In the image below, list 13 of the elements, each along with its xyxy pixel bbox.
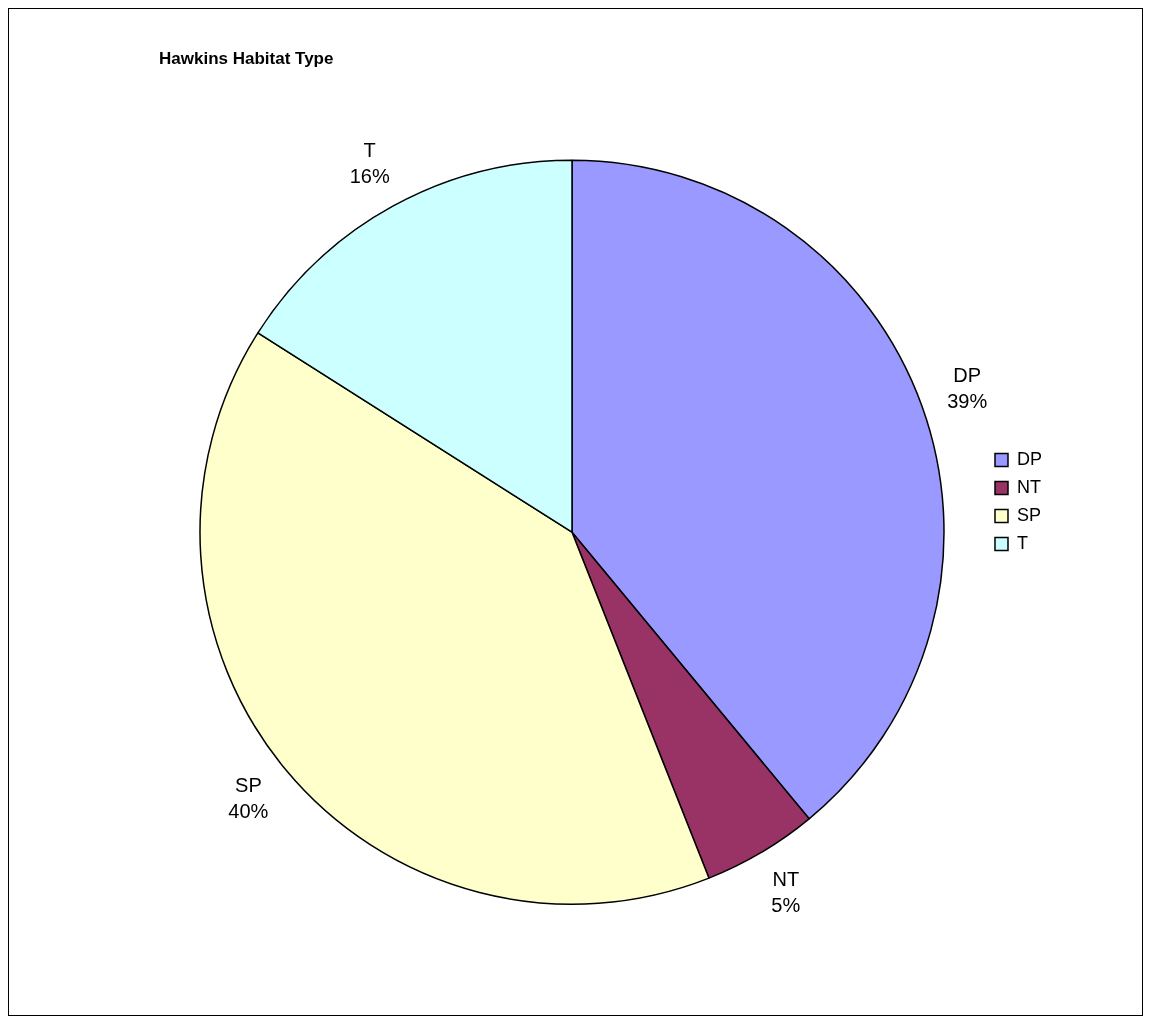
- data-label: 5%: [771, 894, 801, 917]
- legend-label: DP: [1017, 448, 1043, 469]
- legend-label: SP: [1017, 504, 1042, 525]
- data-label: 16%: [349, 164, 390, 187]
- slice-label: SP: [235, 774, 262, 797]
- legend-label: NT: [1017, 476, 1041, 497]
- slice-label: T: [363, 138, 376, 161]
- chart-title: Hawkins Habitat Type: [159, 48, 334, 68]
- slice-label: DP: [953, 364, 982, 387]
- data-label: 40%: [228, 800, 269, 823]
- data-label: 39%: [947, 390, 988, 413]
- legend-label: T: [1017, 532, 1028, 553]
- slice-label: NT: [772, 868, 800, 891]
